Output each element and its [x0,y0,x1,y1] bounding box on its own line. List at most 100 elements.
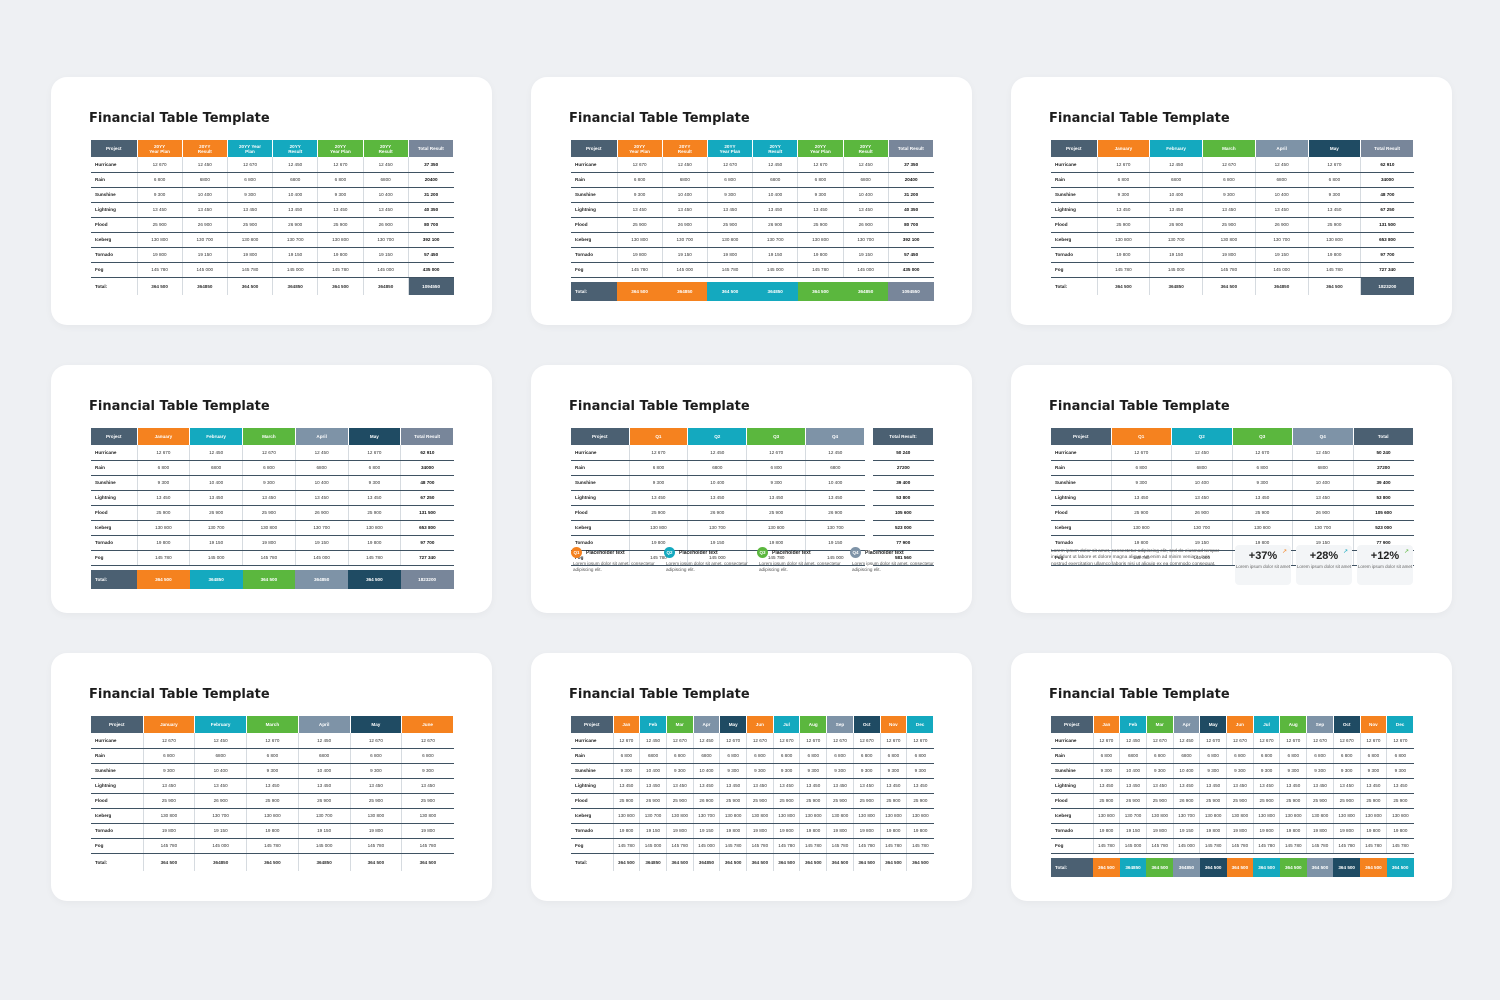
slide-card-9[interactable]: Financial Table Template Project Jan Feb Ma… [1011,653,1452,901]
total-cell: 364 500 [1279,858,1307,877]
header-cell: Q4 [805,428,865,445]
table-cell: 145 780 [880,838,908,854]
financial-table: Project 20YY Year Plan 20YY Result 20YY Year P… [91,140,454,295]
header-cell: June [401,716,454,733]
row-label: Rain [1051,748,1094,764]
table-cell: 25 900 [1202,217,1256,233]
table-row: Fog 145 780 145 000 145 780 145 000 145 780 14… [571,262,934,278]
table-cell: 9 300 [799,763,828,779]
header-cell: April [1255,140,1309,157]
table-cell: 145 000 [295,550,349,566]
table-cell: 13 450 [363,202,409,218]
row-label: Sunshine [571,475,630,491]
row-label: Fog [1051,550,1112,566]
table-cell: 12 450 [182,157,228,173]
table-cell: 392 100 [888,232,934,248]
table-cell: 145 000 [298,838,351,854]
slide-card-7[interactable]: Financial Table Template Project January F… [51,653,492,901]
table-cell: 6 800 [746,748,774,764]
table-cell: 12 450 [1292,445,1354,461]
slide-card-4[interactable]: Financial Table Template Project January F… [51,365,492,613]
table-cell: 130 800 [1333,808,1361,824]
table-cell: 10 400 [194,763,247,779]
total-cell: 364 500 [143,852,196,871]
row-label: Hurricane [1051,733,1094,749]
table-cell: 19 150 [295,535,349,551]
header-cell: Feb [1119,716,1147,733]
table-cell: 145 000 [662,262,708,278]
table-row: Sunshine 9 300 10 400 9 300 10 400 9 300 9 300… [571,763,934,779]
table-cell: 145 780 [1097,262,1151,278]
table-cell: 13 450 [1149,202,1203,218]
table-cell: 27200 [873,460,934,476]
table-row: 523 000 [873,520,934,536]
table-cell: 105 600 [873,505,934,521]
description-text: Lorem ipsum dolor sit amet, consectetur … [1051,549,1220,567]
table-cell: 6 800 [1279,748,1308,764]
table-cell: 6 800 [746,460,807,476]
table-cell: 653 800 [1360,232,1414,248]
table-cell: 10 400 [1149,187,1203,203]
table-cell: 523 000 [873,520,934,536]
table-cell: 25 900 [143,793,196,809]
table-cell: 19 800 [880,823,908,839]
table-row: Iceberg 130 800 130 700 130 800 130 700 130 8… [91,808,454,824]
table-cell: 105 600 [1353,505,1414,521]
table-cell: 145 780 [317,262,364,278]
header-cell: Total Result [408,140,454,157]
table-cell: 6 800 [1093,748,1121,764]
legend-badge: Q4 [850,547,861,558]
total-cell: 364 500 [246,852,299,871]
table-cell: 130 700 [189,520,243,536]
table-cell: 145 780 [227,262,274,278]
table-cell: 13 450 [1111,490,1172,506]
table-cell: 130 800 [1202,232,1256,248]
total-cell: 364 500 [617,282,663,301]
table-cell: 145 780 [617,262,663,278]
table-cell: 25 900 [1308,217,1362,233]
table-cell: 9 300 [773,763,801,779]
table-cell: 130 800 [1226,808,1254,824]
table-cell: 130 800 [1232,520,1293,536]
table-cell: 130 700 [662,232,708,248]
table-cell: 12 670 [317,157,364,173]
table-cell: 12 450 [1255,157,1309,173]
table-cell: 145 000 [843,262,889,278]
table-cell: 12 670 [1386,733,1414,749]
slide-card-3[interactable]: Financial Table Template Project January F… [1011,77,1452,325]
table-cell: 19 800 [613,823,641,839]
table-row: Hurricane 12 670 12 450 12 670 12 450 12 670 1… [91,733,454,749]
slide-card-1[interactable]: Financial Table Template Project 20YY Year… [51,77,492,325]
table-cell: 145 780 [1226,838,1254,854]
table-cell: 9 300 [137,475,191,491]
total-cell: 364850 [843,282,889,301]
table-row: Lightning 13 450 13 450 13 450 13 450 13 450 6… [1051,202,1414,218]
header-cell: Total Result [1360,140,1414,157]
table-cell: 13 450 [719,778,748,794]
table-cell: 25 900 [666,793,694,809]
table-cell: 130 700 [639,808,667,824]
row-label: Hurricane [1051,157,1098,173]
table-cell: 20400 [408,172,454,188]
table-cell: 25 900 [348,505,402,521]
table-cell: 19 150 [1173,823,1201,839]
table-cell: 13 450 [1306,778,1334,794]
table-row: 53 800 [873,490,934,506]
slide-card-5[interactable]: Financial Table Template Project Q1 Q2 Q3 Q4… [531,365,972,613]
row-label: Lightning [91,778,144,794]
table-cell: 62 910 [400,445,454,461]
table-cell: 145 780 [1093,838,1121,854]
table-cell: 26 900 [1173,793,1201,809]
table-cell: 9 300 [348,475,402,491]
total-cell: 364850 [295,570,348,589]
header-cell: Apr [693,716,721,733]
slide-card-2[interactable]: Financial Table Template Project 20YY Year… [531,77,972,325]
slide-card-8[interactable]: Financial Table Template Project Jan Feb Ma… [531,653,972,901]
table-cell: 13 450 [1279,778,1308,794]
table-cell: 9 300 [613,763,641,779]
table-cell: 130 800 [797,232,844,248]
table-row: Iceberg 130 800 130 700 130 800 130 700 523 0… [1051,520,1414,536]
slide-card-6[interactable]: Financial Table Template Project Q1 Q2 Q3 Q4… [1011,365,1452,613]
table-cell: 6 800 [826,748,854,764]
total-row: Total: 364 500 364850 364 500 364850 364 500 3… [571,852,934,871]
